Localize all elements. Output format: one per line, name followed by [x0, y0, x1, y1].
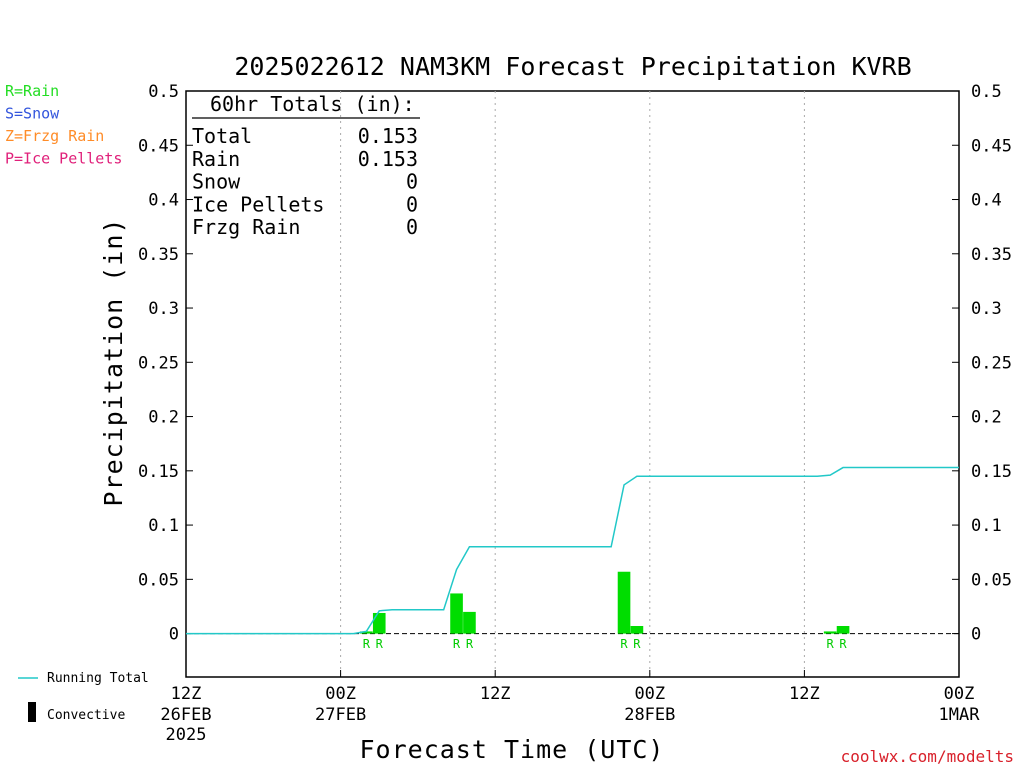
y-tick-label: 0.35	[138, 245, 179, 265]
precip-type-mark: R	[839, 637, 847, 651]
x-tick-label: 00Z	[325, 684, 356, 704]
y-tick-label-right: 0.1	[971, 516, 1002, 536]
y-tick-label-right: 0.2	[971, 408, 1002, 428]
x-tick-label: 00Z	[634, 684, 665, 704]
x-tick-date: 27FEB	[315, 705, 366, 725]
y-tick-label: 0.25	[138, 353, 179, 373]
y-tick-label: 0	[169, 625, 179, 645]
totals-box: 60hr Totals (in): Total 0.153 Rain 0.153 Sno…	[192, 92, 420, 239]
y-tick-label: 0.15	[138, 462, 179, 482]
running-total-key-label: Running Total	[47, 671, 149, 686]
x-tick-label: 12Z	[789, 684, 820, 704]
y-tick-label: 0.1	[148, 516, 179, 536]
x-tick-label: 00Z	[944, 684, 975, 704]
rain-bar	[823, 631, 837, 634]
totals-row-label: Ice Pellets	[192, 192, 324, 216]
running-total-series	[186, 466, 959, 635]
rain-bar	[836, 625, 850, 634]
totals-row-value: 0	[406, 192, 418, 216]
totals-row-value: 0.153	[358, 147, 418, 171]
y-tick-label: 0.4	[148, 191, 179, 211]
x-tick-label: 12Z	[480, 684, 511, 704]
y-tick-label-right: 0.35	[971, 245, 1012, 265]
precip-type-mark: R	[363, 637, 371, 651]
credit-text: coolwx.com/modelts	[841, 747, 1014, 766]
y-axis-left: 0.5 0.45 0.4 0.35 0.3 0.25 0.2 0.15 0.1 0.05 0	[138, 82, 193, 645]
precip-type-legend-item: P=Ice Pellets	[5, 150, 122, 168]
rain-bars	[360, 571, 850, 634]
rain-bar	[630, 625, 644, 634]
chart-title: 2025022612 NAM3KM Forecast Precipitation…	[234, 52, 911, 81]
totals-row-label: Frzg Rain	[192, 215, 300, 239]
y-tick-label: 0.3	[148, 299, 179, 319]
x-axis-label: Forecast Time (UTC)	[360, 735, 665, 764]
grid-lines	[340, 91, 805, 677]
y-tick-label-right: 0.3	[971, 299, 1002, 319]
totals-row-label: Rain	[192, 147, 240, 171]
totals-row-label: Total	[192, 124, 252, 148]
convective-key-swatch	[28, 702, 36, 722]
totals-row-value: 0.153	[358, 124, 418, 148]
precip-type-mark: R	[466, 637, 474, 651]
rain-bar	[450, 593, 463, 634]
x-tick-date: 26FEB	[160, 705, 211, 725]
rain-bar	[372, 612, 386, 634]
y-tick-label-right: 0.5	[971, 82, 1002, 102]
y-tick-label: 0.45	[138, 136, 179, 156]
y-axis-right: 0.5 0.45 0.4 0.35 0.3 0.25 0.2 0.15 0.1 0.05 0	[952, 82, 1012, 645]
y-axis-label: Precipitation (in)	[99, 218, 128, 507]
rain-bar	[617, 571, 631, 634]
precip-type-mark: R	[633, 637, 641, 651]
rain-bar	[360, 631, 373, 634]
precip-type-mark: R	[827, 637, 835, 651]
y-tick-label-right: 0.4	[971, 191, 1002, 211]
y-tick-label-right: 0.05	[971, 570, 1012, 590]
y-tick-label: 0.5	[148, 82, 179, 102]
precip-type-mark: R	[453, 637, 461, 651]
y-tick-label-right: 0.15	[971, 462, 1012, 482]
y-tick-label: 0.2	[148, 408, 179, 428]
rain-bar	[463, 611, 476, 634]
y-tick-label-right: 0.25	[971, 353, 1012, 373]
totals-heading: 60hr Totals (in):	[210, 92, 415, 116]
totals-row-value: 0	[406, 215, 418, 239]
precip-type-legend-item: Z=Frzg Rain	[5, 127, 104, 145]
x-tick-date: 1MAR	[939, 705, 981, 725]
x-tick-year: 2025	[166, 725, 207, 745]
precip-type-mark: R	[620, 637, 628, 651]
totals-row-label: Snow	[192, 170, 241, 194]
y-tick-label-right: 0.45	[971, 136, 1012, 156]
precip-type-mark: R	[376, 637, 384, 651]
plot-frame	[185, 90, 960, 678]
convective-key-label: Convective	[47, 708, 125, 723]
x-tick-date: 28FEB	[624, 705, 675, 725]
y-tick-label-right: 0	[971, 625, 981, 645]
x-tick-label: 12Z	[171, 684, 202, 704]
totals-row-value: 0	[406, 170, 418, 194]
y-tick-label: 0.05	[138, 570, 179, 590]
precip-type-legend: R=Rain S=Snow Z=Frzg Rain P=Ice Pellets	[5, 82, 122, 168]
precip-type-legend-item: R=Rain	[5, 82, 59, 100]
running-total-line	[186, 466, 959, 635]
precip-type-legend-item: S=Snow	[5, 105, 60, 123]
